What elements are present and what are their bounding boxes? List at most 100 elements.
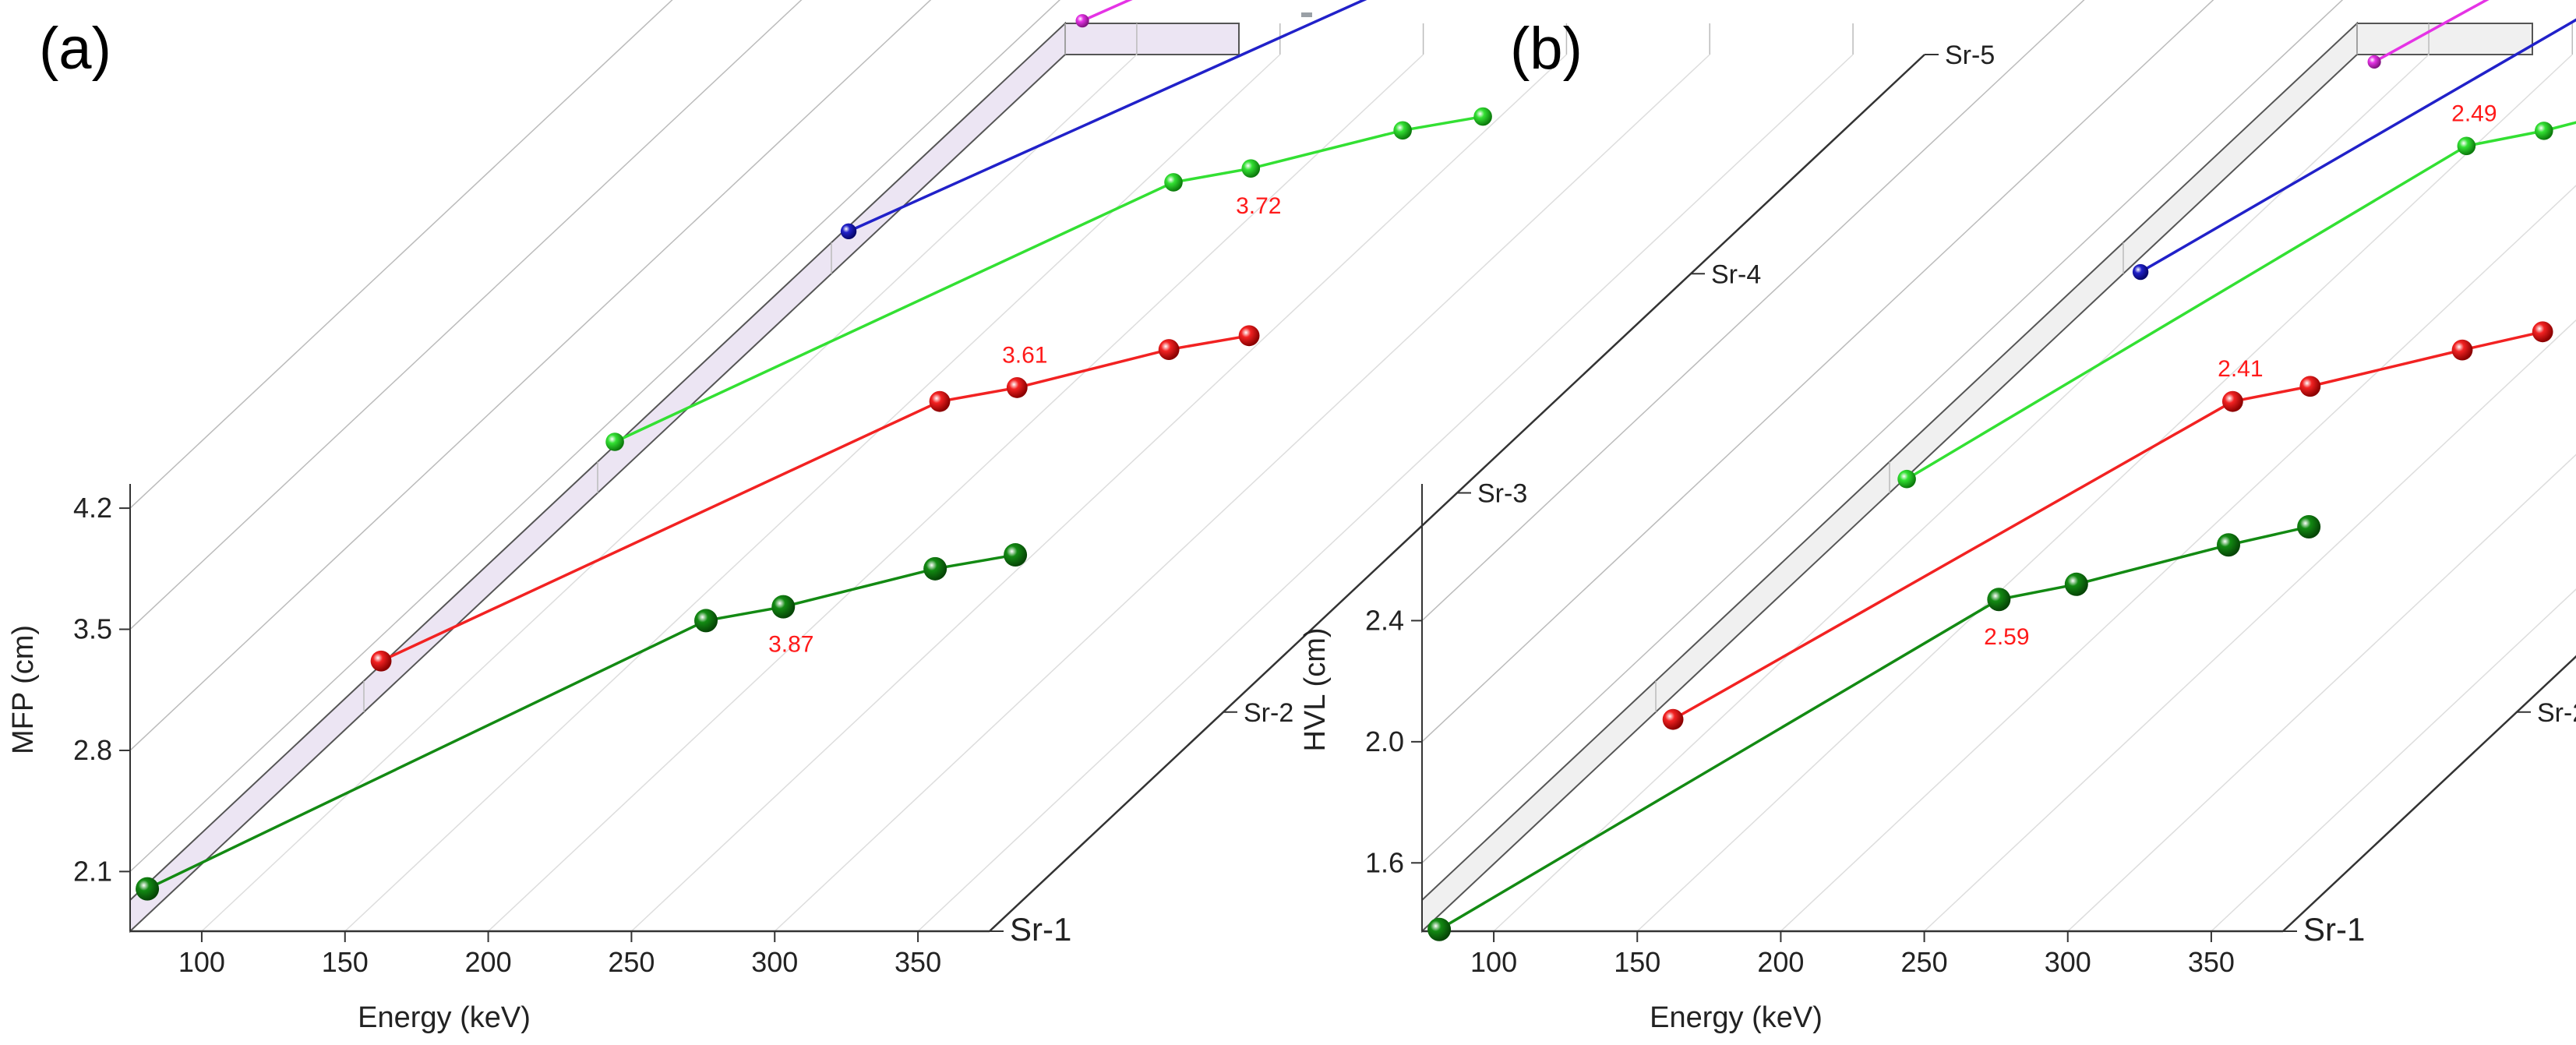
floor-grid-x (344, 54, 1281, 932)
data-point (1897, 469, 1916, 489)
data-point (2367, 55, 2381, 69)
data-point (840, 223, 857, 240)
data-point (2457, 136, 2476, 156)
data-point (1004, 543, 1028, 567)
series-sr-3 (605, 107, 1492, 451)
y-axis-title: HVL (cm) (1299, 627, 1332, 751)
series-sr-3 (1897, 121, 2576, 489)
data-point (2535, 122, 2553, 140)
data-point (2297, 514, 2321, 538)
floor-grid-x (774, 54, 1710, 932)
series-tick-label: Sr-5 (1945, 41, 1995, 70)
series-sr-4 (840, 0, 1367, 240)
x-tick-label: 300 (2045, 946, 2091, 978)
value-annotation: 2.49 (2451, 101, 2497, 126)
value-annotation: 3.87 (768, 632, 813, 658)
series-sr-1 (1427, 514, 2321, 941)
series-tick-label: Sr-4 (1711, 259, 1761, 289)
value-annotation: 3.61 (1002, 342, 1047, 368)
series-line (1672, 330, 2543, 721)
x-tick-label: 300 (751, 946, 798, 978)
series-line (2140, 18, 2576, 274)
y-tick-label: 2.0 (1365, 725, 1404, 757)
left-grid-y (129, 0, 673, 509)
y-tick-label: 2.8 (73, 734, 112, 766)
x-tick-label: 250 (608, 946, 655, 978)
series-tick-label: Sr-2 (1244, 698, 1293, 728)
x-axis-title: Energy (keV) (358, 1001, 531, 1034)
data-point (1164, 173, 1183, 192)
x-tick-label: 150 (1614, 946, 1660, 978)
chart-panel-b: 100 150 200 250 300 350 1.6 2.0 2.4 Sr-1 Sr-2 Sr-3 S… (1299, 0, 2576, 1034)
data-point (1238, 325, 1260, 347)
floor-grid-x (917, 54, 1854, 932)
data-point (1427, 917, 1452, 941)
floor-grid-x (1493, 54, 2430, 932)
series-line (1438, 525, 2310, 931)
panel-label: (a) (39, 16, 111, 82)
data-point (2132, 263, 2149, 281)
data-point (2064, 572, 2088, 596)
series-sr-2 (370, 325, 1260, 672)
data-point (1662, 708, 1684, 730)
data-point (370, 650, 392, 672)
data-point (1158, 339, 1180, 360)
panel-label: (b) (1510, 16, 1583, 82)
data-point (2221, 390, 2243, 412)
left-grid-y (1421, 0, 2344, 863)
y-tick-label: 4.2 (73, 492, 112, 524)
data-point (1006, 377, 1028, 398)
x-tick-label: 350 (895, 946, 941, 978)
value-annotation: 2.41 (2218, 356, 2263, 382)
x-tick-label: 250 (1901, 946, 1948, 978)
z-axis-line (2282, 655, 2576, 932)
data-point (2451, 339, 2473, 361)
x-tick-label: 350 (2188, 946, 2235, 978)
data-point (1241, 159, 1261, 178)
data-point (694, 609, 718, 633)
chart-panel-a: 100 150 200 250 300 350 2.1 2.8 3.5 4.2 Sr-1 Sr-2 Sr… (7, 0, 1995, 1034)
x-tick-label: 150 (322, 946, 369, 978)
series-sr-2 (1662, 321, 2553, 730)
series-line (380, 334, 1250, 662)
x-axis-title: Energy (keV) (1650, 1001, 1823, 1034)
x-tick-label: 200 (1757, 946, 1804, 978)
x-tick-label: 100 (178, 946, 225, 978)
floor-grid-x (1924, 319, 2576, 932)
y-tick-label: 1.6 (1365, 846, 1404, 878)
value-annotation: 3.72 (1236, 193, 1281, 219)
x-tick-label: 100 (1470, 946, 1517, 978)
data-point (1987, 588, 2011, 612)
back-wall (1064, 23, 1240, 55)
floor-grid-x (1636, 54, 2573, 932)
series-sr-4 (2132, 18, 2576, 281)
data-point (1393, 121, 1412, 140)
data-point (771, 595, 796, 619)
left-grid-y (129, 0, 932, 751)
left-grid-y (129, 0, 1061, 872)
value-annotation: 2.59 (1984, 624, 2029, 650)
floor-grid-x (2211, 588, 2576, 932)
data-point (605, 432, 624, 451)
series-line (146, 553, 1016, 891)
x-tick-label: 200 (465, 946, 512, 978)
data-point (923, 556, 947, 581)
y-tick-label: 2.4 (1365, 604, 1404, 636)
floor-grid-x (1780, 185, 2576, 932)
series-line (848, 0, 1367, 233)
y-tick-label: 3.5 (73, 613, 112, 645)
series-tick-label: Sr-1 (1010, 911, 1071, 948)
left-grid-y (129, 0, 803, 630)
floor-grid-x (2067, 454, 2576, 932)
data-point (2299, 376, 2321, 397)
data-point (2217, 533, 2241, 557)
left-grid-y (1421, 0, 2214, 743)
series-sr-1 (136, 543, 1028, 901)
artifact-mark (1301, 12, 1312, 17)
series-tick-label: Sr-3 (1477, 479, 1527, 509)
series-tick-label: Sr-1 (2303, 911, 2365, 948)
series-sr-5 (1075, 0, 1133, 28)
y-tick-label: 2.1 (73, 855, 112, 887)
data-point (2532, 321, 2553, 343)
left-grid-y (1421, 0, 2085, 621)
